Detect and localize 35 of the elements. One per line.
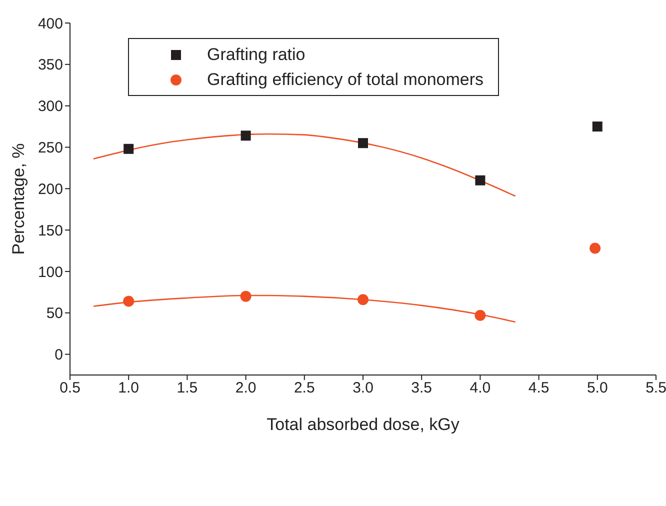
y-tick-label: 50 [46,305,63,322]
x-tick-label: 2.5 [294,380,315,397]
x-tick-label: 1.5 [176,380,198,397]
y-tick-label: 150 [38,222,63,240]
point [358,138,368,148]
legend-label: Grafting efficiency of total monomers [207,70,484,90]
x-tick-label: 1.0 [118,380,140,397]
y-tick-label: 0 [54,346,63,364]
point [475,175,486,186]
x-axis-title: Total absorbed dose, kGy [266,415,460,434]
x-tick-label: 4.0 [470,380,491,397]
point [240,130,251,141]
y-tick-label: 200 [38,180,63,198]
y-axis-title: Percentage, % [9,143,28,255]
y-tick-label: 300 [38,98,63,116]
x-tick-label: 3.0 [352,380,374,397]
x-tick-label: 4.5 [528,380,550,397]
x-tick-label: 0.5 [60,380,80,397]
legend-label: Grafting ratio [207,44,306,64]
x-tick-label: 2.0 [235,380,256,397]
y-tick-label: 250 [38,140,63,157]
point [240,290,252,302]
x-tick-label: 5.0 [586,380,608,397]
line-series [92,133,516,197]
point [123,296,134,307]
y-tick-label: 100 [38,264,63,281]
point [590,242,601,254]
x-tick-label: 3.5 [411,380,432,397]
point [358,294,368,306]
point [592,122,602,132]
y-tick-label: 350 [38,56,63,74]
point [124,144,134,154]
x-tick-label: 5.5 [646,380,666,397]
y-tick-label: 400 [38,15,63,32]
point [474,310,486,321]
